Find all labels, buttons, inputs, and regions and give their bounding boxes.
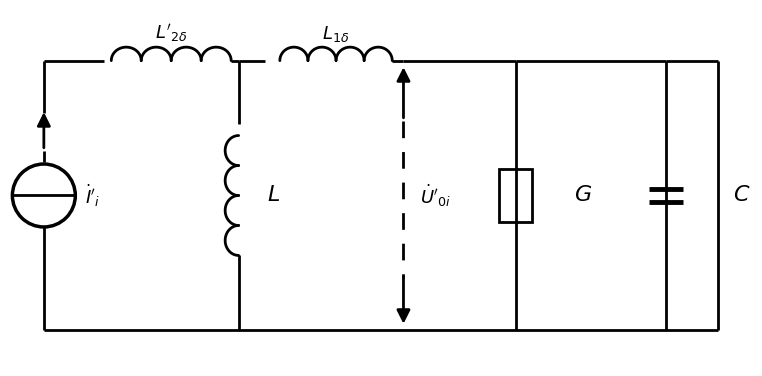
Text: $C$: $C$: [733, 185, 751, 206]
Bar: [499, 169, 533, 222]
Text: $L$: $L$: [267, 185, 280, 206]
Text: $L_{1\delta}$: $L_{1\delta}$: [322, 24, 350, 44]
Text: $\dot{I}'_i$: $\dot{I}'_i$: [85, 182, 100, 209]
Text: $G$: $G$: [575, 185, 592, 206]
Text: $L'_{2\delta}$: $L'_{2\delta}$: [155, 22, 187, 44]
Text: $\dot{U}'_{0i}$: $\dot{U}'_{0i}$: [420, 182, 451, 209]
